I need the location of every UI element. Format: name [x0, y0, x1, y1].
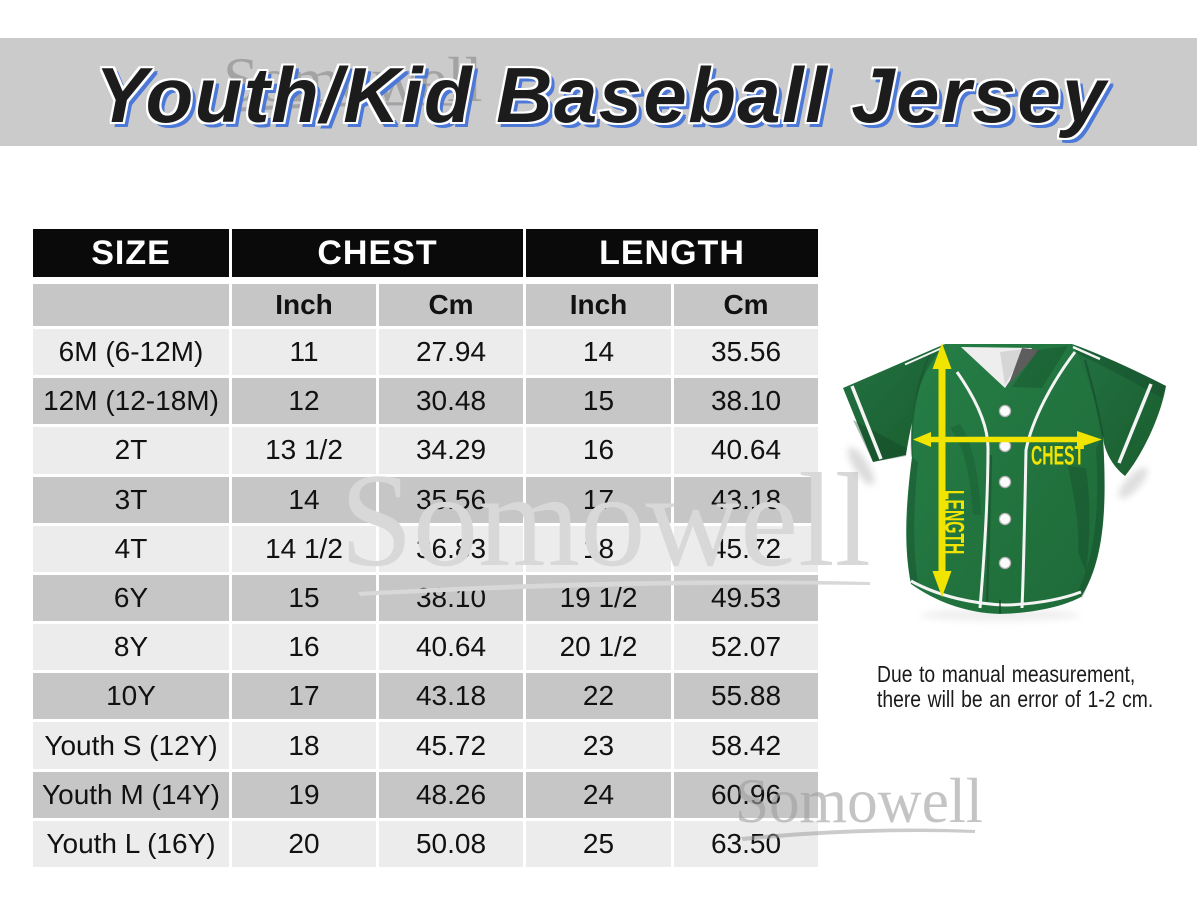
svg-text:LENGTH: LENGTH: [939, 490, 970, 554]
svg-text:CHEST: CHEST: [1031, 440, 1084, 471]
